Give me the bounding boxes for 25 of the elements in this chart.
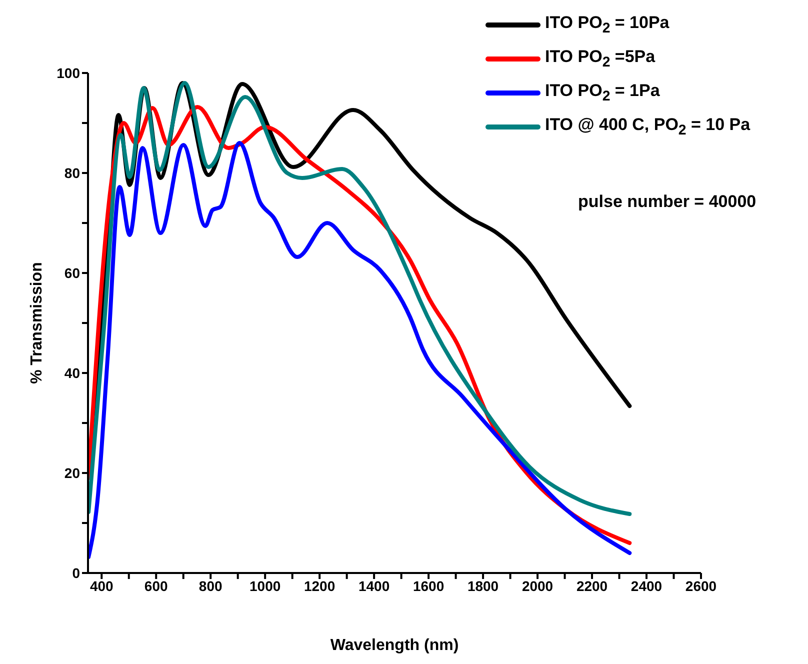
y-tick-label: 0	[72, 564, 80, 581]
annotation: pulse number = 40000	[578, 192, 756, 212]
x-tick-label: 2200	[576, 578, 608, 594]
x-tick-label: 1000	[250, 578, 281, 594]
legend-label: ITO @ 400 C, PO$_{2}$ = 10 Pa	[545, 115, 750, 139]
x-tick-label: 2600	[685, 578, 717, 594]
y-tick-label: 80	[64, 164, 80, 181]
x-tick-label: 1800	[467, 578, 499, 594]
x-tick-label: 1600	[412, 578, 444, 594]
legend-label: ITO PO$_{2}$ =5Pa	[545, 47, 656, 71]
x-tick-label: 400	[90, 578, 114, 594]
x-tick-label: 1400	[358, 578, 390, 594]
x-tick-label: 2400	[630, 578, 662, 594]
x-tick-label: 1200	[304, 578, 336, 594]
y-axis-title: % Transmission	[28, 262, 46, 384]
y-tick-label: 40	[64, 364, 80, 381]
legend-label: ITO PO$_{2}$ = 10Pa	[545, 13, 670, 37]
y-tick-label: 60	[64, 264, 80, 281]
x-tick-label: 600	[144, 578, 168, 594]
y-tick-label: 20	[64, 464, 80, 481]
x-tick-label: 800	[198, 578, 222, 594]
legend-label: ITO PO$_{2}$ = 1Pa	[545, 81, 660, 105]
x-axis-title: Wavelength (nm)	[330, 637, 459, 654]
y-tick-label: 100	[56, 64, 80, 81]
x-tick-label: 2000	[522, 578, 554, 594]
